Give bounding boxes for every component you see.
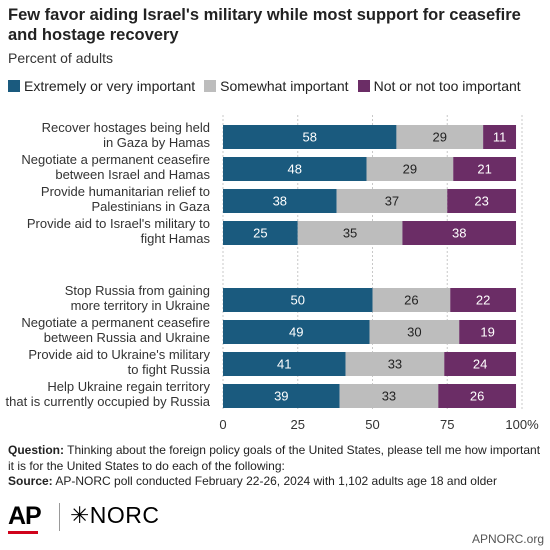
stacked-bar-chart: 0 25 50 75 100% 58 29 11 Recover hostages being …: [6, 115, 539, 432]
category-label: Provide humanitarian relief to: [41, 184, 210, 199]
legend-label-somewhat: Somewhat important: [220, 78, 349, 94]
bar-segment: [369, 320, 460, 344]
x-tick-label: 0: [219, 417, 226, 432]
bar-segment: [297, 221, 403, 245]
data-label: 37: [385, 194, 399, 209]
category-label: that is currently occupied by Russia: [6, 394, 211, 409]
chart-notes: Question: Thinking about the foreign pol…: [8, 443, 544, 490]
x-tick-label: 75: [440, 417, 454, 432]
chart-subtitle: Percent of adults: [8, 50, 114, 66]
data-label: 29: [403, 162, 417, 177]
data-label: 30: [407, 325, 421, 340]
question-note: Question: Thinking about the foreign pol…: [8, 443, 544, 474]
site-credit: APNORC.org: [471, 532, 544, 546]
bar-segment: [402, 221, 517, 245]
legend-swatch-not: [357, 80, 370, 92]
category-label: fight Hamas: [141, 231, 211, 246]
legend-swatch-extremely: [8, 80, 20, 92]
source-label: Source:: [8, 474, 53, 488]
data-label: 26: [470, 389, 484, 404]
data-label: 38: [273, 194, 287, 209]
ap-logo-underline: [8, 531, 38, 534]
category-label: more territory in Ukraine: [71, 298, 210, 313]
x-tick-label: 50: [365, 417, 379, 432]
bar-segment: [372, 288, 451, 312]
data-label: 29: [433, 130, 447, 145]
norc-logo: ✳NORC: [70, 502, 160, 528]
data-label: 21: [477, 162, 491, 177]
data-label: 26: [404, 293, 418, 308]
bar-segment: [223, 125, 397, 149]
category-label: Provide aid to Ukraine's military: [28, 347, 210, 362]
bar-segment: [223, 157, 367, 181]
category-label: Help Ukraine regain territory: [47, 379, 210, 394]
legend-item-somewhat: Somewhat important: [204, 78, 349, 94]
legend-label-not: Not or not too important: [373, 78, 521, 94]
category-label: to fight Russia: [128, 362, 211, 377]
bar-segment: [438, 384, 517, 408]
category-label: Negotiate a permanent ceasefire: [21, 315, 210, 330]
data-label: 33: [388, 357, 402, 372]
legend-swatch-somewhat: [204, 80, 217, 92]
question-text: Thinking about the foreign policy goals …: [8, 443, 541, 473]
question-label: Question:: [8, 443, 64, 457]
bar-segment: [345, 352, 445, 376]
bar-segment: [223, 384, 340, 408]
category-label: Palestinians in Gaza: [91, 199, 210, 214]
data-label: 38: [452, 226, 466, 241]
data-label: 41: [277, 357, 291, 372]
data-label: 49: [289, 325, 303, 340]
data-label: 25: [253, 226, 267, 241]
category-label: between Russia and Ukraine: [44, 330, 210, 345]
category-label: in Gaza by Hamas: [103, 135, 210, 150]
data-label: 19: [480, 325, 494, 340]
bar-segment: [447, 189, 517, 213]
bar-segment: [336, 189, 448, 213]
category-label: Recover hostages being held: [42, 120, 210, 135]
data-label: 58: [302, 130, 316, 145]
category-label: between Israel and Hamas: [55, 167, 210, 182]
bar-segment: [339, 384, 439, 408]
bar-segment: [444, 352, 517, 376]
data-label: 35: [343, 226, 357, 241]
logo-divider: [59, 503, 60, 531]
bar-segment: [366, 157, 454, 181]
data-label: 50: [291, 293, 305, 308]
chart-title: Few favor aiding Israel's military while…: [8, 6, 521, 44]
data-label: 48: [288, 162, 302, 177]
data-label: 39: [274, 389, 288, 404]
data-label: 22: [476, 293, 490, 308]
source-note: Source: AP-NORC poll conducted February …: [8, 474, 544, 490]
bar-segment: [483, 125, 517, 149]
bar-segment: [223, 288, 373, 312]
bar-segment: [453, 157, 517, 181]
bar-segment: [223, 320, 370, 344]
logo-bar: AP ✳NORC: [8, 500, 544, 536]
ap-logo: AP: [8, 502, 42, 530]
legend-item-not: Not or not too important: [357, 78, 521, 94]
category-label: Stop Russia from gaining: [65, 283, 210, 298]
bar-segment: [459, 320, 517, 344]
data-label: 33: [382, 389, 396, 404]
source-text: AP-NORC poll conducted February 22-26, 2…: [55, 474, 497, 488]
legend-label-extremely: Extremely or very important: [24, 78, 196, 94]
legend-item-extremely: Extremely or very important: [8, 78, 195, 94]
category-label: Negotiate a permanent ceasefire: [21, 152, 210, 167]
bar-segment: [223, 352, 346, 376]
data-label: 23: [474, 194, 488, 209]
bar-segment: [223, 189, 337, 213]
bar-segment: [450, 288, 517, 312]
data-label: 11: [493, 130, 507, 145]
category-label: Provide aid to Israel's military to: [27, 216, 210, 231]
x-tick-label: 25: [291, 417, 305, 432]
data-label: 24: [473, 357, 487, 372]
x-tick-label: 100%: [505, 417, 539, 432]
chart-legend: Extremely or very important Somewhat imp…: [8, 78, 548, 94]
bar-segment: [396, 125, 484, 149]
bar-segment: [223, 221, 298, 245]
